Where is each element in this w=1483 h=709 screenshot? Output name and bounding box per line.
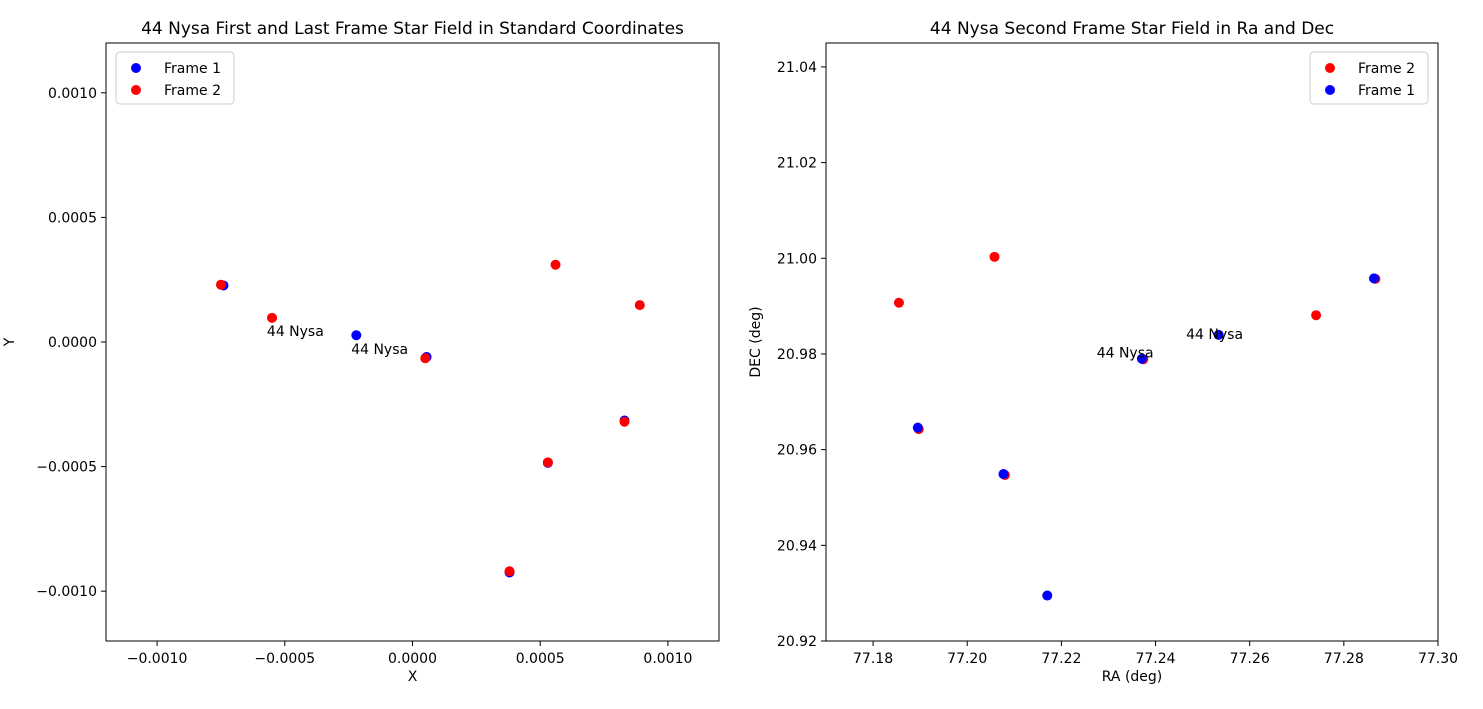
data-point <box>1136 353 1147 364</box>
data-point <box>215 279 226 290</box>
legend-marker <box>1325 63 1335 73</box>
x-tick-label: 77.22 <box>1041 651 1081 667</box>
legend: Frame 2 Frame 1 <box>1309 51 1429 105</box>
y-tick-label: 0.0010 <box>48 86 97 102</box>
chart-title: 44 Nysa Second Frame Star Field in Ra an… <box>930 19 1334 39</box>
legend-marker <box>1325 85 1335 95</box>
data-point <box>998 469 1009 480</box>
x-tick-label: −0.0010 <box>127 651 188 667</box>
y-tick-label: 21.00 <box>777 251 817 267</box>
series-frame-2 <box>893 251 1381 480</box>
x-tick-label: 0.0010 <box>643 651 692 667</box>
y-tick-label: 0.0000 <box>48 335 97 351</box>
plot-area <box>825 42 1439 642</box>
chart-2: 44 Nysa Second Frame Star Field in Ra an… <box>748 19 1458 685</box>
legend: Frame 1 Frame 2 <box>115 51 235 105</box>
x-tick-label: 0.0000 <box>388 651 437 667</box>
x-tick-label: 0.0005 <box>516 651 565 667</box>
y-tick-label: 21.04 <box>777 60 817 76</box>
data-point <box>912 422 923 433</box>
data-point <box>893 297 904 308</box>
data-point <box>267 312 278 323</box>
legend-box <box>115 51 235 105</box>
data-point <box>542 457 553 468</box>
data-point <box>1368 273 1379 284</box>
series-frame-1 <box>912 273 1379 601</box>
annotation-label: 44 Nysa <box>351 342 408 358</box>
y-tick-label: −0.0005 <box>36 460 97 476</box>
legend-marker <box>131 85 141 95</box>
annotation-label: 44 Nysa <box>1186 327 1243 343</box>
chart-1: 44 Nysa First and Last Frame Star Field … <box>2 19 720 685</box>
chart-title: 44 Nysa First and Last Frame Star Field … <box>141 19 684 39</box>
y-tick-label: 20.94 <box>777 538 817 554</box>
y-axis-label: DEC (deg) <box>748 306 764 377</box>
x-axis-label: X <box>408 669 418 685</box>
x-tick-label: 77.28 <box>1324 651 1364 667</box>
legend-label: Frame 1 <box>164 61 221 77</box>
y-tick-label: 20.96 <box>777 443 817 459</box>
x-tick-label: 77.18 <box>853 651 893 667</box>
data-point <box>504 566 515 577</box>
data-point <box>550 259 561 270</box>
annotation-label: 44 Nysa <box>267 324 324 340</box>
annotation-label: 44 Nysa <box>1097 345 1154 361</box>
y-tick-label: 21.02 <box>777 156 817 172</box>
y-tick-label: −0.0010 <box>36 584 97 600</box>
data-point <box>420 353 431 364</box>
data-point <box>989 251 1000 262</box>
legend-label: Frame 1 <box>1358 83 1415 99</box>
legend-marker <box>131 63 141 73</box>
legend-box <box>1309 51 1429 105</box>
x-axis-label: RA (deg) <box>1102 669 1163 685</box>
data-point <box>351 330 362 341</box>
y-tick-label: 20.98 <box>777 347 817 363</box>
x-tick-label: 77.20 <box>947 651 987 667</box>
x-tick-label: 77.26 <box>1230 651 1270 667</box>
y-tick-label: 0.0005 <box>48 210 97 226</box>
data-point <box>619 416 630 427</box>
data-point <box>1213 329 1224 340</box>
plot-area <box>105 42 720 642</box>
x-tick-label: −0.0005 <box>254 651 315 667</box>
legend-label: Frame 2 <box>1358 61 1415 77</box>
y-tick-label: 20.92 <box>777 634 817 650</box>
legend-label: Frame 2 <box>164 83 221 99</box>
y-axis-label: Y <box>2 337 18 347</box>
data-point <box>1311 310 1322 321</box>
x-tick-label: 77.24 <box>1135 651 1175 667</box>
data-point <box>634 300 645 311</box>
series-frame-2 <box>215 259 645 577</box>
x-tick-label: 77.30 <box>1418 651 1458 667</box>
data-point <box>1042 590 1053 601</box>
